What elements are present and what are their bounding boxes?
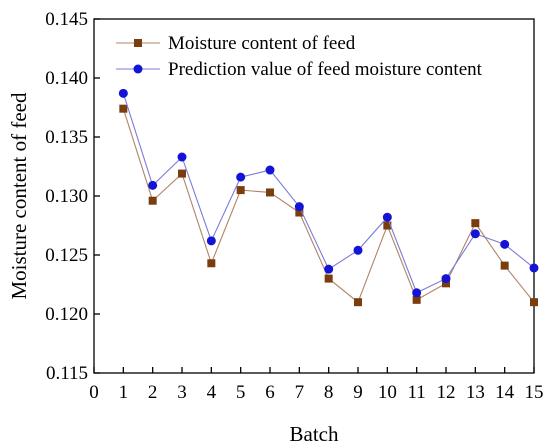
data-point-predicted-moisture — [118, 88, 128, 98]
legend-marker-predicted-moisture — [133, 64, 143, 74]
x-tick-label: 12 — [437, 382, 456, 403]
data-point-predicted-moisture — [382, 212, 392, 222]
x-axis-title: Batch — [290, 422, 339, 446]
data-point-actual-moisture — [412, 295, 421, 304]
legend: Moisture content of feed Prediction value… — [116, 33, 483, 80]
data-point-actual-moisture — [442, 279, 450, 288]
data-point-actual-moisture — [266, 188, 274, 197]
legend-item-actual-moisture: Moisture content of feed — [116, 33, 356, 54]
data-point-actual-moisture — [207, 259, 216, 268]
y-tick-label: 0.145 — [45, 9, 88, 30]
y-tick-label: 0.125 — [45, 245, 88, 266]
x-tick-label: 1 — [119, 382, 129, 403]
data-point-actual-moisture — [500, 261, 509, 270]
y-tick-label: 0.130 — [45, 186, 88, 207]
data-point-actual-moisture — [530, 298, 538, 307]
data-point-predicted-moisture — [441, 274, 451, 284]
data-point-predicted-moisture — [470, 229, 480, 239]
data-point-predicted-moisture — [236, 172, 246, 182]
series-line-predicted-moisture — [122, 93, 535, 294]
data-point-actual-moisture — [295, 208, 304, 217]
series-layer — [118, 88, 539, 307]
data-point-predicted-moisture — [265, 165, 275, 175]
x-tick-label: 9 — [353, 382, 363, 403]
data-point-actual-moisture — [354, 298, 362, 307]
data-point-actual-moisture — [471, 219, 480, 228]
y-axis-title: Moisture content of feed — [7, 92, 31, 300]
data-point-predicted-moisture — [324, 264, 334, 274]
data-point-predicted-moisture — [412, 288, 422, 298]
x-tick-label: 11 — [408, 382, 426, 403]
data-point-predicted-moisture — [500, 239, 510, 249]
x-tick-label: 13 — [466, 382, 485, 403]
legend-label-actual-moisture: Moisture content of feed — [168, 33, 356, 54]
series-predicted-moisture — [118, 88, 539, 298]
x-tick-label: 4 — [207, 382, 217, 403]
legend-label-predicted-moisture: Prediction value of feed moisture conten… — [168, 59, 483, 80]
data-point-actual-moisture — [383, 221, 392, 230]
data-point-predicted-moisture — [353, 245, 363, 255]
y-tick-label: 0.120 — [45, 304, 88, 325]
data-point-actual-moisture — [178, 169, 186, 178]
series-actual-moisture — [119, 104, 538, 307]
x-tick-label: 2 — [148, 382, 158, 403]
data-point-predicted-moisture — [177, 152, 187, 162]
x-tick-label: 5 — [236, 382, 246, 403]
data-point-predicted-moisture — [529, 263, 539, 273]
data-point-predicted-moisture — [148, 180, 158, 190]
x-tick-label: 7 — [295, 382, 305, 403]
y-tick-label: 0.135 — [45, 127, 88, 148]
axis-ticks: 0 1 2 3 4 5 6 7 8 9 10 11 12 13 14 150.1150.1200.1250.1… — [45, 9, 543, 403]
y-tick-label: 0.115 — [46, 363, 88, 384]
x-tick-label: 6 — [265, 382, 275, 403]
x-tick-label: 14 — [495, 382, 515, 403]
data-point-actual-moisture — [324, 274, 333, 283]
data-point-actual-moisture — [119, 104, 128, 113]
y-tick-label: 0.140 — [45, 68, 88, 89]
x-tick-label: 0 — [89, 382, 99, 403]
x-tick-label: 3 — [177, 382, 187, 403]
x-tick-label: 15 — [525, 382, 544, 403]
data-point-predicted-moisture — [294, 202, 304, 212]
x-tick-label: 10 — [378, 382, 397, 403]
x-tick-label: 8 — [324, 382, 334, 403]
legend-item-predicted-moisture: Prediction value of feed moisture conten… — [116, 59, 483, 80]
legend-marker-actual-moisture — [134, 39, 142, 47]
data-point-actual-moisture — [148, 196, 157, 205]
data-point-predicted-moisture — [206, 236, 216, 246]
data-point-actual-moisture — [236, 186, 245, 195]
